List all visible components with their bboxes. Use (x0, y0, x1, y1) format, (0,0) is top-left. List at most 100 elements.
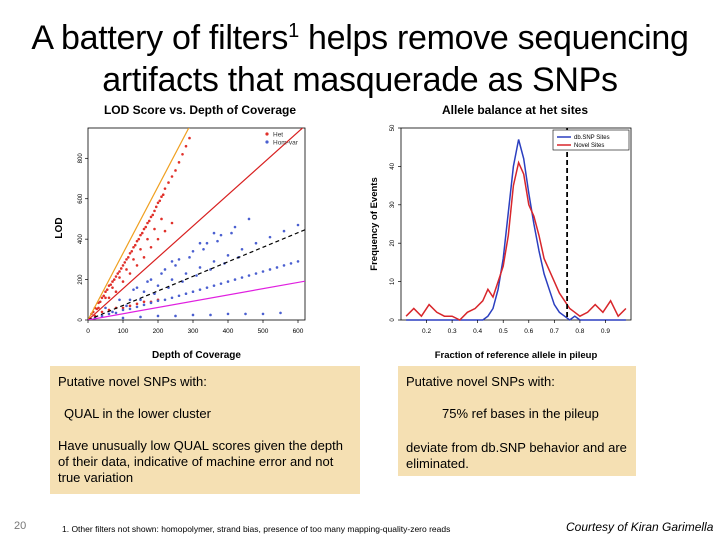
homvar-point (128, 298, 132, 302)
het-point (133, 243, 137, 247)
het-point (135, 239, 139, 243)
het-point (163, 229, 167, 233)
allele-balance-plot: Allele balance at het sites 0.2 0.3 0.4 0.5 0… (369, 103, 632, 361)
het-point (121, 280, 125, 283)
lod-x-tick-label: 600 (293, 328, 304, 335)
het-point (135, 302, 139, 306)
homvar-point (174, 264, 177, 267)
homvar-point (121, 308, 125, 312)
homvar-point (240, 276, 244, 279)
allele-x-tick-label: 0.8 (575, 328, 584, 335)
allele-legend-label: Novel Sites (574, 143, 604, 149)
het-point (100, 296, 104, 300)
het-point (163, 187, 167, 190)
homvar-point (139, 298, 142, 302)
homvar-point (177, 294, 181, 298)
lod-legend-label: Hom-var (273, 140, 299, 147)
het-point (132, 245, 135, 249)
allele-y-tick-label: 0 (390, 318, 396, 322)
homvar-point (296, 260, 300, 263)
allele-x-tick-label: 0.4 (473, 328, 482, 335)
footnote: 1. Other filters not shown: homopolymer,… (62, 524, 451, 534)
lod-scatter-plot: LOD Score vs. Depth of Coverage 0 100 200 30… (54, 103, 306, 361)
het-point (125, 258, 128, 261)
het-point (184, 144, 188, 148)
homvar-point (170, 296, 174, 300)
homvar-point (146, 280, 149, 283)
homvar-point (279, 311, 282, 315)
het-point (121, 264, 125, 267)
novel-series-line (405, 160, 627, 321)
homvar-point (132, 288, 135, 291)
lod-plot-area (88, 128, 305, 320)
slide-title: A battery of filters1 helps remove seque… (10, 10, 710, 101)
lod-x-tick-label: 500 (258, 328, 269, 335)
het-point (114, 290, 118, 294)
het-point (154, 205, 158, 209)
homvar-point (121, 316, 125, 320)
homvar-point (205, 286, 209, 289)
homvar-point (125, 304, 128, 308)
homvar-point (188, 256, 191, 259)
homvar-point (149, 301, 153, 305)
right-box-heading: Putative novel SNPs with: (406, 374, 555, 389)
het-point (160, 217, 163, 221)
homvar-point (219, 233, 223, 237)
het-point (105, 288, 109, 291)
lod-fit-line (88, 280, 305, 320)
het-point (102, 294, 106, 298)
het-point (137, 237, 141, 241)
het-point (177, 161, 181, 164)
homvar-point (275, 266, 279, 269)
het-point (142, 227, 146, 231)
lod-y-tick-label: 400 (78, 233, 84, 244)
homvar-point (240, 247, 244, 251)
het-point (98, 300, 102, 304)
het-point (111, 286, 114, 289)
het-point (146, 237, 149, 241)
het-point (161, 193, 165, 196)
homvar-point (296, 223, 300, 227)
lod-y-tick-label: 600 (78, 193, 84, 204)
homvar-point (261, 270, 265, 273)
homvar-point (230, 231, 233, 235)
allele-x-tick-label: 0.3 (448, 328, 457, 335)
het-point (146, 221, 149, 225)
homvar-point (170, 260, 174, 263)
homvar-point (191, 290, 195, 294)
lod-y-tick-label: 0 (78, 318, 84, 322)
homvar-point (191, 249, 195, 253)
homvar-point (212, 231, 216, 235)
homvar-point (139, 315, 142, 319)
homvar-point (142, 303, 146, 307)
lod-y-axis-label: LOD (54, 217, 65, 238)
het-point (160, 195, 163, 199)
homvar-point (254, 241, 258, 245)
allele-x-tick-label: 0.7 (550, 328, 559, 335)
homvar-point (212, 284, 216, 287)
het-point (142, 300, 146, 304)
slide-number: 20 (14, 520, 27, 532)
het-point (126, 256, 130, 259)
homvar-point (282, 229, 286, 233)
het-point (181, 152, 184, 156)
allele-y-tick-label: 40 (390, 162, 396, 169)
allele-x-tick-label: 0.2 (422, 328, 431, 335)
homvar-point (261, 312, 265, 316)
homvar-point (219, 282, 223, 285)
homvar-point (233, 278, 237, 281)
homvar-point (118, 298, 121, 302)
lod-legend-label: Het (273, 132, 283, 139)
homvar-point (177, 258, 181, 261)
left-box-criterion: QUAL in the lower cluster (64, 406, 211, 421)
lod-x-tick-label: 100 (118, 328, 129, 335)
title-line1-start: A battery of filters (31, 19, 289, 57)
het-point (167, 181, 170, 184)
lod-fit-line (88, 128, 304, 320)
het-point (116, 272, 120, 275)
het-point (139, 233, 142, 237)
homvar-point (212, 260, 216, 263)
het-point (107, 296, 111, 300)
homvar-point (191, 313, 195, 317)
homvar-point (268, 235, 272, 239)
